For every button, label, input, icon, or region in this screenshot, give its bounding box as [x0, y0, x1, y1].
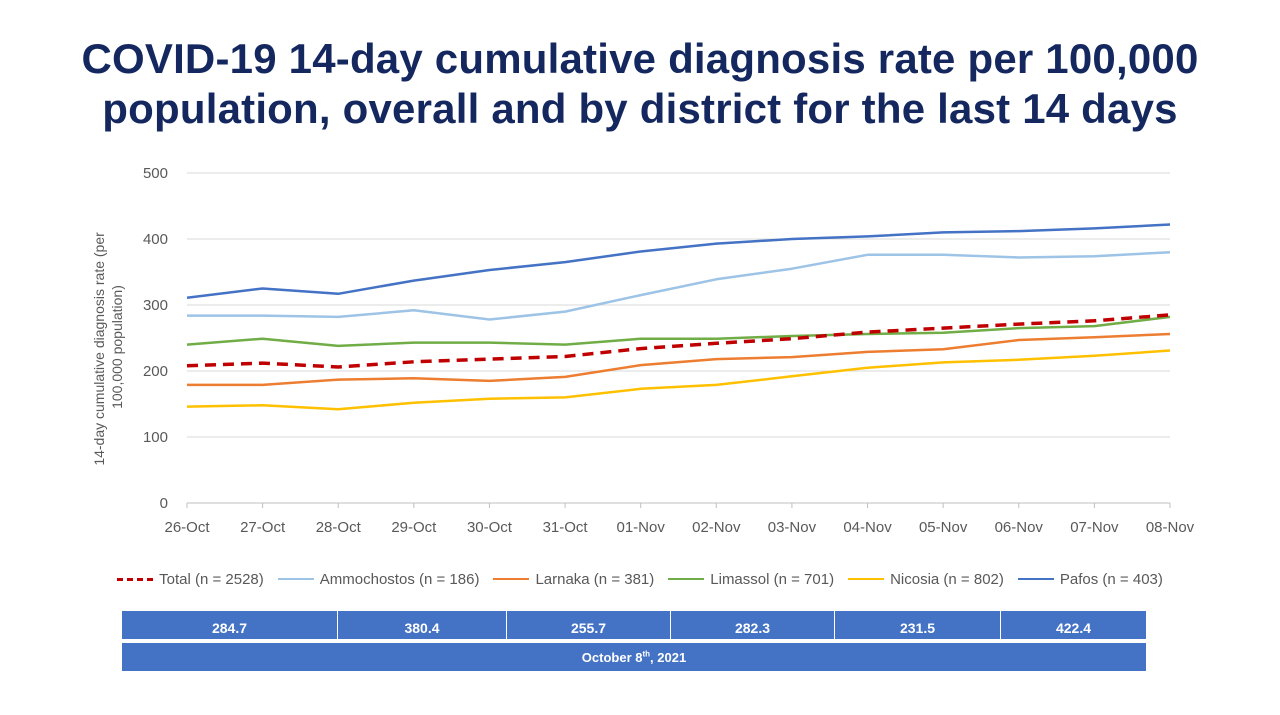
series-line [186, 313, 1171, 369]
summary-value-cell: 284.7 [122, 611, 338, 639]
legend-item: Total (n = 2528) [117, 571, 264, 588]
x-tick-label: 03-Nov [768, 519, 817, 536]
summary-value-cell: 255.7 [507, 611, 671, 639]
chart-gridlines [187, 172, 1170, 504]
summary-value-cell: 282.3 [671, 611, 835, 639]
legend-label: Larnaka (n = 381) [535, 570, 655, 588]
legend-swatch [117, 577, 154, 581]
x-axis-ticks: 26-Oct 27-Oct 28-Oct 29-Oct 30-Oct 31-Oct 01-N… [164, 503, 1195, 536]
y-tick-label: 300 [143, 297, 168, 314]
legend-item: Larnaka (n = 381) [493, 571, 654, 588]
summary-values-row: 284.7 380.4 255.7 282.3 231.5 422.4 [122, 611, 1146, 639]
legend-item: Nicosia (n = 802) [848, 571, 1004, 588]
legend-item: Ammochostos (n = 186) [277, 570, 480, 588]
chart-legend: Total (n = 2528) Ammochostos (n = 186) Lar… [0, 569, 1280, 589]
series-line [187, 332, 1171, 387]
chart-series-lines [186, 223, 1171, 411]
summary-value-cell: 380.4 [338, 611, 507, 639]
y-axis-label: 14-day cumulative diagnosis rate (per 10… [91, 228, 125, 465]
chart-title-line-1: COVID-19 14-day cumulative diagnosis rat… [81, 35, 1199, 82]
summary-value-cell: 422.4 [1001, 611, 1146, 639]
x-tick-label: 29-Oct [391, 519, 437, 536]
y-tick-label: 400 [143, 231, 168, 248]
series-line [186, 223, 1171, 299]
legend-swatch [493, 578, 530, 580]
summary-date-bar: October 8th, 2021 [122, 643, 1146, 671]
legend-swatch [668, 578, 705, 580]
series-line [187, 250, 1171, 321]
summary-date-text: October 8th, 2021 [581, 649, 687, 665]
x-tick-label: 31-Oct [543, 519, 589, 536]
summary-value-cell: 231.5 [835, 611, 1001, 639]
legend-swatch [1017, 578, 1054, 580]
x-tick-label: 06-Nov [995, 519, 1044, 536]
series-line [186, 349, 1171, 411]
y-axis-label-line-1: 14-day cumulative diagnosis rate (per [91, 232, 107, 466]
legend-label: Limassol (n = 701) [710, 570, 835, 588]
x-tick-label: 08-Nov [1146, 519, 1195, 536]
legend-label: Nicosia (n = 802) [890, 570, 1004, 588]
y-tick-label: 500 [143, 165, 168, 182]
series-line [186, 315, 1171, 348]
x-tick-label: 27-Oct [240, 519, 286, 536]
summary-table: 284.7 380.4 255.7 282.3 231.5 422.4 October 8… [122, 611, 1146, 671]
legend-swatch [848, 578, 885, 580]
y-axis-ticks: 0 100 200 300 400 500 [143, 165, 168, 512]
x-tick-label: 07-Nov [1070, 519, 1119, 536]
chart-title: COVID-19 14-day cumulative diagnosis rat… [0, 34, 1280, 134]
x-tick-label: 02-Nov [692, 519, 741, 536]
y-tick-label: 200 [143, 363, 168, 380]
line-chart: 0 100 200 300 400 500 26-Oct 27-Oct 28-Oct 29-Oc… [91, 165, 1195, 536]
x-tick-label: 26-Oct [164, 519, 210, 536]
legend-swatch [277, 578, 314, 580]
legend-item: Limassol (n = 701) [668, 571, 834, 588]
x-tick-label: 30-Oct [467, 519, 513, 536]
chart-title-line-2: population, overall and by district for … [102, 85, 1178, 132]
legend-label: Pafos (n = 403) [1059, 570, 1163, 588]
legend-item: Pafos (n = 403) [1017, 570, 1163, 588]
y-tick-label: 0 [160, 495, 168, 512]
x-tick-label: 01-Nov [617, 519, 666, 536]
legend-label: Total (n = 2528) [159, 570, 264, 588]
x-tick-label: 28-Oct [316, 519, 362, 536]
x-tick-label: 04-Nov [843, 519, 892, 536]
y-tick-label: 100 [143, 429, 168, 446]
y-axis-label-line-2: 100,000 population) [109, 285, 125, 409]
x-tick-label: 05-Nov [919, 519, 968, 536]
legend-label: Ammochostos (n = 186) [319, 570, 480, 588]
